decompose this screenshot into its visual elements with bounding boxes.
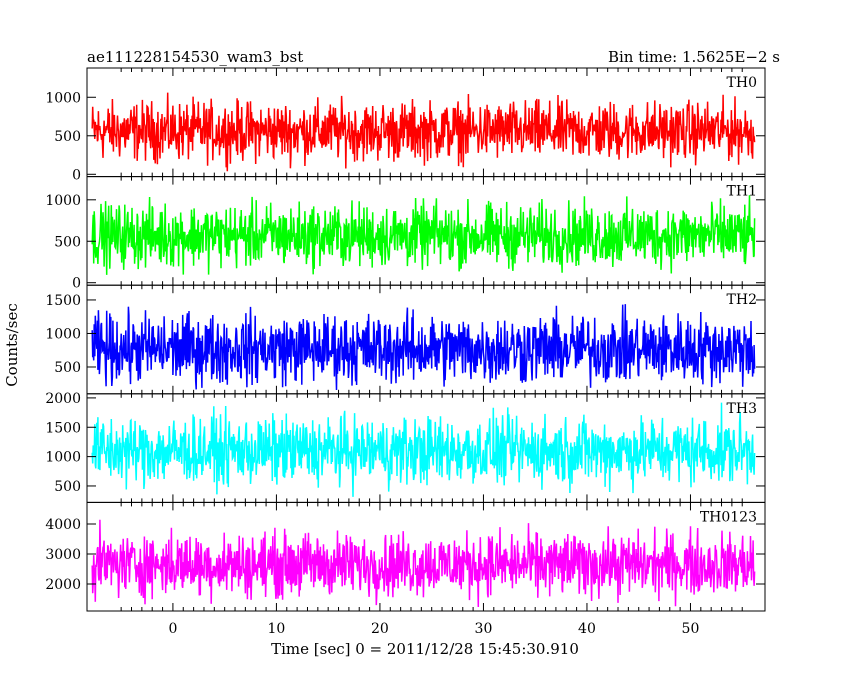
bin-time-label: Bin time: 1.5625E−2 s — [608, 48, 780, 66]
panel-label-th1: TH1 — [727, 184, 757, 200]
x-tick-label: 0 — [168, 621, 177, 637]
x-tick-label: 10 — [268, 621, 286, 637]
y-tick-label: 1000 — [45, 450, 81, 466]
y-axis-label: Counts/sec — [3, 303, 21, 387]
chart-title: ae111228154530_wam3_bst — [87, 48, 303, 66]
y-tick-label: 1000 — [45, 326, 81, 342]
y-tick-label: 1500 — [45, 293, 81, 309]
series-line-th0123 — [91, 519, 756, 608]
y-tick-label: 4000 — [45, 517, 81, 533]
y-tick-label: 2000 — [45, 577, 81, 593]
panel-label-th0123: TH0123 — [700, 509, 757, 525]
y-tick-label: 1000 — [45, 193, 81, 209]
series-line-th3 — [91, 402, 756, 497]
x-tick-label: 50 — [682, 621, 700, 637]
x-tick-label: 30 — [475, 621, 493, 637]
panel-label-th3: TH3 — [727, 401, 757, 417]
y-tick-label: 0 — [72, 167, 81, 183]
panel-label-th0: TH0 — [727, 75, 757, 91]
y-tick-label: 1000 — [45, 90, 81, 106]
panel-label-th2: TH2 — [727, 292, 757, 308]
panel-frame-th0123 — [86, 501, 766, 612]
series-line-th2 — [91, 304, 756, 391]
y-tick-label: 3000 — [45, 547, 81, 563]
y-tick-label: 1500 — [45, 420, 81, 436]
y-tick-label: 500 — [54, 479, 81, 495]
series-line-th1 — [91, 195, 756, 275]
series-line-th0 — [91, 92, 756, 172]
y-tick-label: 2000 — [45, 391, 81, 407]
x-tick-label: 40 — [578, 621, 596, 637]
y-tick-label: 500 — [54, 360, 81, 376]
y-tick-label: 0 — [72, 276, 81, 292]
x-axis-label: Time [sec] 0 = 2011/12/28 15:45:30.910 — [271, 640, 579, 658]
y-tick-label: 500 — [54, 234, 81, 250]
x-tick-label: 20 — [371, 621, 389, 637]
y-tick-label: 500 — [54, 129, 81, 145]
